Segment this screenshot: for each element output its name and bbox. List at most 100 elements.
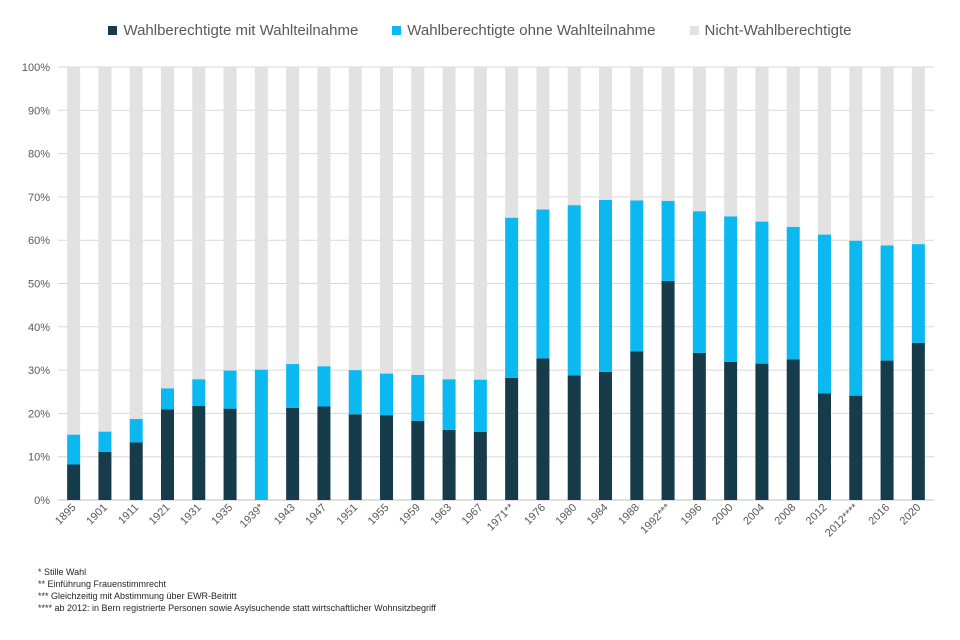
bar-segment <box>129 442 143 500</box>
y-tick-label: 80% <box>28 149 50 161</box>
bar-segment <box>724 361 738 500</box>
bar-segment <box>536 209 550 359</box>
legend-swatch-nicht <box>689 26 699 35</box>
x-tick-label: 2016 <box>866 502 892 528</box>
bar-segment <box>129 419 143 443</box>
x-tick-label: 1984 <box>585 502 611 528</box>
x-tick-label: 1967 <box>460 502 486 528</box>
chart-legend: Wahlberechtigte mit Wahlteilnahme Wahlbe… <box>0 22 960 39</box>
bar-segment <box>348 67 362 371</box>
bar-segment <box>98 67 112 432</box>
bar-segment <box>380 67 393 374</box>
bar-segment <box>223 408 237 500</box>
bar-segment <box>567 375 581 500</box>
y-tick-label: 70% <box>28 192 50 204</box>
bar-segment <box>129 67 143 420</box>
x-tick-label: 1935 <box>209 502 235 528</box>
bar-segment <box>536 358 550 500</box>
legend-swatch-ohne <box>392 26 402 35</box>
legend-label-ohne: Wahlberechtigte ohne Wahlteilnahme <box>407 22 656 39</box>
bar-segment <box>67 67 81 435</box>
bar-segment <box>661 67 675 201</box>
bar-segment <box>286 407 300 500</box>
bar-segment <box>223 370 237 409</box>
bar-segment <box>411 67 425 375</box>
bar-segment <box>755 363 769 500</box>
bar-segment <box>192 67 206 380</box>
bar-segment <box>599 371 612 500</box>
x-tick-label: 1951 <box>335 502 361 528</box>
bar-segment <box>818 393 831 500</box>
bar-segment <box>818 234 831 394</box>
bar-segment <box>317 366 331 407</box>
y-tick-label: 30% <box>28 365 50 377</box>
bar-segment <box>630 67 644 201</box>
footnote-1: * Stille Wahl <box>38 567 87 577</box>
bar-segment <box>849 67 863 241</box>
bar-segment <box>67 464 81 500</box>
bar-segment <box>849 395 863 500</box>
bar-segment <box>755 221 769 364</box>
bar-segment <box>692 211 706 353</box>
y-tick-label: 50% <box>28 279 50 291</box>
bar-segment <box>411 374 425 421</box>
bar-segment <box>724 67 738 217</box>
x-tick-label: 1996 <box>679 502 705 528</box>
legend-item-ohne: Wahlberechtigte ohne Wahlteilnahme <box>392 22 656 39</box>
bar-segment <box>505 67 519 218</box>
bar-segment <box>473 379 487 433</box>
bar-segment <box>161 409 174 500</box>
x-tick-label: 1901 <box>84 502 110 528</box>
x-tick-label: 2008 <box>773 502 799 528</box>
y-tick-label: 10% <box>28 452 50 464</box>
bar-segment <box>348 370 362 415</box>
x-tick-label: 2012**** <box>823 501 861 539</box>
footnote-4: **** ab 2012: in Bern registrierte Perso… <box>38 603 436 613</box>
x-tick-label: 1911 <box>116 502 141 527</box>
bar-segment <box>567 67 581 206</box>
bar-segment <box>755 67 769 222</box>
x-tick-label: 2000 <box>710 502 736 528</box>
bar-segment <box>661 280 675 500</box>
bar-segment <box>692 352 706 500</box>
bar-segment <box>630 200 644 352</box>
footnote-3: *** Gleichzeitig mit Abstimmung über EWR… <box>38 591 237 601</box>
bar-segment <box>505 377 519 500</box>
legend-item-mit: Wahlberechtigte mit Wahlteilnahme <box>108 22 358 39</box>
bar-segment <box>98 431 112 452</box>
bar-segment <box>161 67 174 389</box>
bar-segment <box>67 434 81 465</box>
bar-segment <box>880 245 894 361</box>
x-tick-label: 1976 <box>522 502 548 528</box>
bar-segment <box>567 205 581 376</box>
footnote-2: ** Einführung Frauenstimmrecht <box>38 579 167 589</box>
x-tick-label: 1939* <box>238 501 267 530</box>
bar-segment <box>911 67 925 245</box>
y-tick-label: 40% <box>28 322 50 334</box>
x-tick-label: 1895 <box>53 502 79 528</box>
bar-segment <box>473 67 487 380</box>
y-tick-label: 0% <box>34 495 50 507</box>
x-tick-label: 1931 <box>178 502 204 528</box>
y-tick-label: 100% <box>22 62 50 74</box>
bar-segment <box>317 67 331 367</box>
x-tick-label: 1992*** <box>638 501 673 536</box>
x-tick-label: 2004 <box>741 502 767 528</box>
x-tick-label: 1921 <box>147 502 173 528</box>
bar-segment <box>380 373 393 416</box>
bar-segment <box>786 359 800 500</box>
y-tick-label: 20% <box>28 408 50 420</box>
bar-segment <box>818 67 831 235</box>
x-tick-label: 1947 <box>303 502 329 528</box>
x-tick-label: 1971** <box>485 501 517 533</box>
bar-segment <box>724 216 738 362</box>
footnotes: * Stille Wahl ** Einführung Frauenstimmr… <box>38 566 436 614</box>
bar-segment <box>911 244 925 343</box>
bar-segment <box>98 451 112 500</box>
bar-segment <box>786 67 800 227</box>
x-tick-label: 2012 <box>804 502 830 528</box>
x-tick-label: 1943 <box>272 502 298 528</box>
bar-segment <box>411 420 425 500</box>
bar-segment <box>192 379 206 407</box>
x-tick-label: 1959 <box>397 502 423 528</box>
